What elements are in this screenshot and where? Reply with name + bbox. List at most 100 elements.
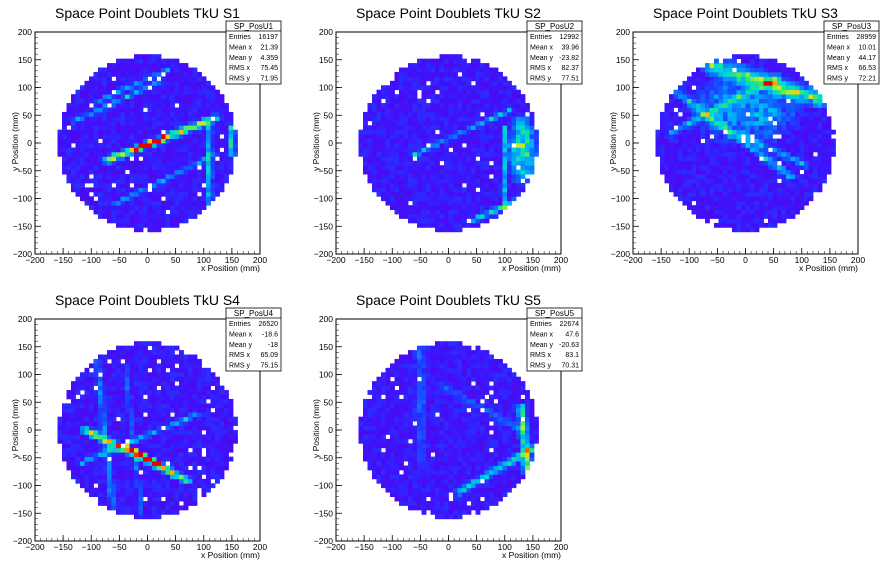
heat-cell (116, 89, 121, 95)
heat-cell (102, 474, 108, 480)
heat-cell (804, 94, 809, 99)
heat-cell (412, 214, 418, 219)
heat-cell (102, 385, 108, 391)
heat-cell (138, 358, 144, 364)
x-tick-label: −150 (54, 255, 73, 265)
heat-cell (741, 54, 746, 60)
heat-cell (138, 111, 144, 117)
heat-cell (754, 89, 760, 95)
heat-cell (691, 169, 697, 175)
heat-cell (161, 134, 166, 139)
heat-cell (466, 116, 472, 122)
heat-cell (462, 178, 467, 184)
heat-cell (98, 390, 103, 395)
heat-cell (394, 156, 400, 162)
heat-cell (161, 509, 166, 515)
heat-cell (206, 103, 211, 108)
heat-cell (138, 147, 144, 153)
heat-cell (412, 138, 418, 144)
heat-cell (107, 165, 112, 171)
heat-cell (732, 147, 737, 153)
heat-cell (57, 434, 63, 440)
heat-cell (116, 80, 121, 86)
heat-cell (125, 452, 130, 458)
heat-cell (165, 358, 171, 364)
heat-cell (759, 187, 764, 193)
heat-cell (736, 138, 742, 144)
heat-cell (89, 151, 94, 157)
heat-cell (700, 143, 706, 148)
heat-cell (84, 138, 90, 144)
heat-cell (125, 447, 130, 453)
heat-cell (673, 143, 679, 148)
heat-cell (723, 205, 728, 210)
heat-cell (804, 160, 809, 166)
heat-cell (161, 58, 166, 64)
heat-cell (403, 89, 409, 95)
heat-cell (691, 107, 697, 113)
heat-cell (439, 129, 445, 135)
heat-cell (165, 134, 171, 139)
heat-cell (763, 214, 769, 219)
heat-cell (399, 165, 404, 171)
heat-cell (408, 120, 413, 126)
heat-cell (179, 94, 184, 99)
heat-cell (75, 403, 81, 409)
heat-cell (125, 425, 130, 431)
heat-cell (143, 469, 148, 475)
heat-cell (116, 367, 121, 373)
heat-cell (134, 367, 139, 373)
heat-cell (826, 160, 832, 166)
heat-cell (435, 120, 440, 126)
heat-cell (66, 174, 72, 179)
heat-cell (183, 134, 189, 139)
heat-cell (736, 218, 742, 224)
heat-cell (412, 107, 418, 113)
heat-cell (197, 103, 202, 108)
heat-cell (71, 438, 76, 444)
heat-cell (412, 174, 418, 179)
heat-cell (143, 58, 148, 64)
heat-cell (147, 111, 153, 117)
heat-cell (664, 143, 670, 148)
heat-cell (174, 85, 180, 91)
heat-cell (138, 98, 144, 104)
heat-cell (138, 191, 144, 197)
heat-cell (152, 465, 157, 471)
heat-cell (700, 169, 706, 175)
heat-cell (682, 191, 688, 197)
heat-cell (727, 174, 733, 179)
heat-cell (138, 376, 144, 382)
y-tick-label: −50 (616, 166, 631, 176)
heat-cell (174, 430, 180, 435)
heat-cell (489, 98, 494, 104)
heat-cell (134, 456, 139, 462)
heat-cell (134, 492, 139, 497)
heat-cell (165, 169, 171, 175)
heat-cell (799, 160, 805, 166)
heat-cell (93, 407, 99, 413)
heat-cell (174, 434, 180, 440)
heat-cell (165, 438, 171, 444)
heat-cell (817, 174, 823, 179)
heat-cell (691, 116, 697, 122)
heat-cell (781, 182, 787, 188)
heat-cell (80, 394, 85, 400)
heat-cell (376, 89, 382, 95)
heat-cell (682, 169, 688, 175)
heat-cell (183, 89, 189, 95)
heat-cell (116, 443, 121, 449)
heat-cell (664, 156, 670, 162)
heat-cell (179, 416, 184, 422)
heat-cell (161, 94, 166, 99)
heat-cell (754, 178, 760, 184)
heat-cell (138, 363, 144, 369)
heat-cell (813, 160, 818, 166)
heat-cell (197, 138, 202, 144)
y-tick-label: −150 (314, 221, 333, 231)
heat-cell (197, 129, 202, 135)
heat-cell (799, 156, 805, 162)
heat-cell (179, 169, 184, 175)
heat-cell (152, 412, 157, 418)
heat-cell (475, 169, 481, 175)
